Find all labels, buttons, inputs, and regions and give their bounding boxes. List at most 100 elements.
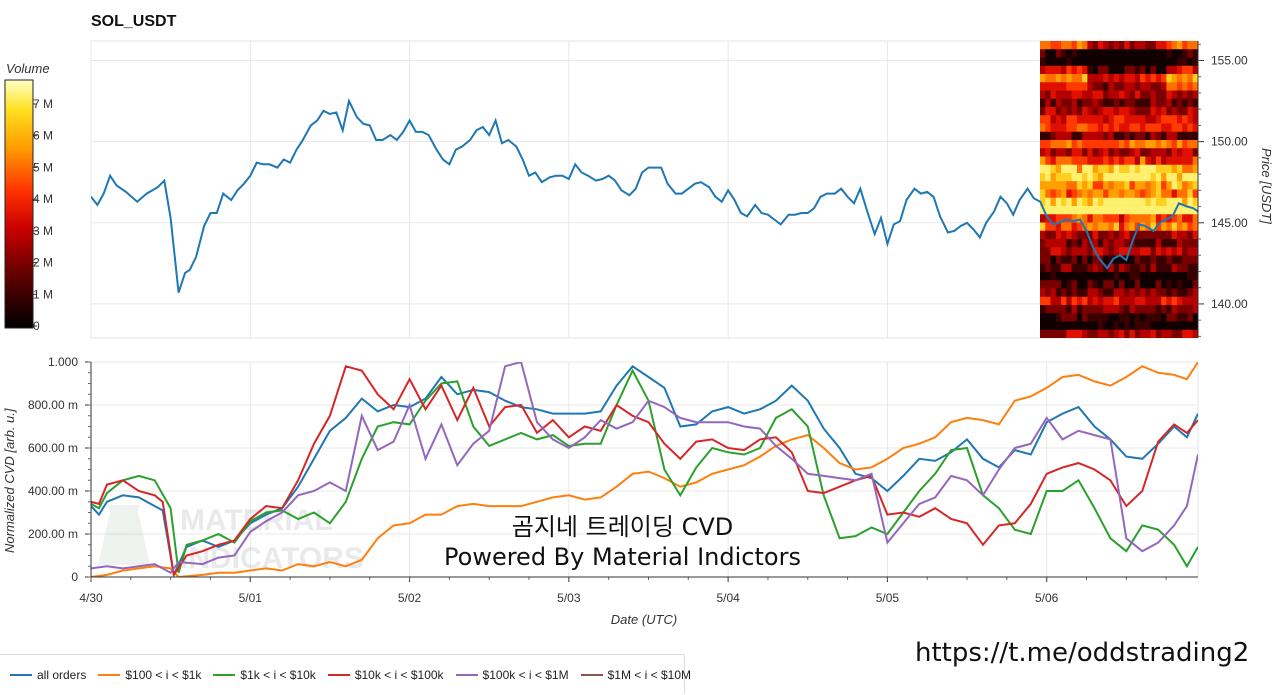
heatmap-cell	[1076, 197, 1083, 207]
legend-item[interactable]: all orders	[10, 668, 86, 682]
heatmap-cell	[1182, 140, 1189, 149]
colorbar-label: 1 M	[33, 287, 53, 301]
heatmap-cell	[1150, 197, 1157, 207]
heatmap-cell	[1045, 49, 1052, 59]
heatmap-cell	[1140, 173, 1146, 182]
telegram-link[interactable]: https://t.me/oddstrading2	[915, 638, 1250, 668]
heatmap-cell	[1192, 272, 1198, 281]
heatmap-cell	[1082, 156, 1088, 166]
heatmap-cell	[1113, 98, 1120, 108]
heatmap-cell	[1061, 41, 1067, 50]
heatmap-cell	[1103, 222, 1110, 232]
heatmap-cell	[1166, 230, 1173, 240]
heatmap-cell	[1040, 206, 1046, 215]
heatmap-cell	[1071, 49, 1078, 59]
heatmap-cell	[1155, 181, 1162, 191]
heatmap-cell	[1108, 247, 1115, 257]
heatmap-cell	[1092, 156, 1099, 166]
heatmap-cell	[1108, 181, 1115, 191]
heatmap-cell	[1045, 222, 1052, 232]
heatmap-cell	[1082, 255, 1088, 265]
heatmap-cell	[1061, 49, 1067, 59]
heatmap-cell	[1129, 173, 1136, 182]
heatmap-cell	[1119, 90, 1125, 100]
heatmap-cell	[1050, 214, 1057, 224]
heatmap-cell	[1040, 222, 1046, 232]
legend-item[interactable]: $100k < i < $1M	[455, 668, 569, 682]
heatmap-cell	[1040, 197, 1046, 207]
heatmap-cell	[1055, 164, 1062, 174]
heatmap-cell	[1145, 164, 1152, 174]
heatmap-cell	[1129, 156, 1136, 166]
legend-swatch	[98, 673, 121, 676]
heatmap-cell	[1061, 239, 1067, 248]
heatmap-cell	[1119, 115, 1125, 125]
heatmap-cell	[1092, 321, 1099, 331]
legend-item[interactable]: $100 < i < $1k	[98, 668, 201, 682]
heatmap-cell	[1150, 131, 1157, 141]
heatmap-cell	[1166, 222, 1173, 232]
heatmap-cell	[1061, 131, 1067, 141]
heatmap-cell	[1124, 206, 1131, 215]
heatmap-cell	[1119, 214, 1125, 224]
heatmap-cell	[1045, 57, 1052, 67]
heatmap-cell	[1071, 131, 1078, 141]
heatmap-cell	[1182, 321, 1189, 331]
heatmap-cell	[1119, 74, 1125, 83]
heatmap-cell	[1071, 197, 1078, 207]
heatmap-cell	[1161, 140, 1167, 149]
heatmap-cell	[1129, 74, 1136, 83]
heatmap-cell	[1055, 131, 1062, 141]
heatmap-cell	[1166, 247, 1173, 257]
cvd-tick-label: 0	[71, 570, 78, 584]
heatmap-cell	[1119, 65, 1125, 75]
heatmap-cell	[1066, 329, 1073, 338]
heatmap-cell	[1119, 49, 1125, 59]
heatmap-cell	[1071, 189, 1078, 199]
heatmap-cell	[1140, 247, 1146, 257]
heatmap-cell	[1113, 74, 1120, 83]
heatmap-cell	[1092, 115, 1099, 125]
heatmap-cell	[1182, 107, 1189, 116]
heatmap-cell	[1182, 313, 1189, 323]
heatmap-cell	[1071, 296, 1078, 306]
heatmap-cell	[1066, 222, 1073, 232]
heatmap-cell	[1087, 189, 1094, 199]
heatmap-cell	[1171, 57, 1178, 67]
heatmap-cell	[1134, 140, 1141, 149]
heatmap-cell	[1187, 181, 1194, 191]
heatmap-cell	[1150, 239, 1157, 248]
heatmap-cell	[1192, 148, 1198, 158]
heatmap-cell	[1140, 288, 1146, 298]
heatmap-cell	[1155, 148, 1162, 158]
heatmap-cell	[1145, 280, 1152, 290]
heatmap-cell	[1097, 115, 1104, 125]
legend-item[interactable]: $10k < i < $100k	[327, 668, 444, 682]
heatmap-cell	[1182, 57, 1189, 67]
heatmap-cell	[1155, 272, 1162, 281]
heatmap-cell	[1119, 313, 1125, 323]
legend-item[interactable]: $1M < i < $10M	[580, 668, 691, 682]
heatmap-cell	[1119, 230, 1125, 240]
heatmap-cell	[1150, 288, 1157, 298]
heatmap-cell	[1166, 181, 1173, 191]
heatmap-cell	[1119, 57, 1125, 67]
legend-item[interactable]: $1k < i < $10k	[213, 668, 316, 682]
heatmap-cell	[1055, 148, 1062, 158]
heatmap-cell	[1103, 255, 1110, 265]
heatmap-cell	[1166, 156, 1173, 166]
heatmap-cell	[1176, 90, 1183, 100]
heatmap-cell	[1108, 82, 1115, 92]
heatmap-cell	[1192, 239, 1198, 248]
heatmap-cell	[1045, 82, 1052, 92]
heatmap-cell	[1050, 189, 1057, 199]
heatmap-cell	[1087, 305, 1094, 314]
heatmap-cell	[1061, 222, 1067, 232]
heatmap-cell	[1103, 280, 1110, 290]
heatmap-cell	[1113, 280, 1120, 290]
heatmap-cell	[1119, 263, 1125, 273]
heatmap-cell	[1119, 272, 1125, 281]
heatmap-cell	[1119, 148, 1125, 158]
heatmap-cell	[1055, 181, 1062, 191]
heatmap-cell	[1150, 74, 1157, 83]
